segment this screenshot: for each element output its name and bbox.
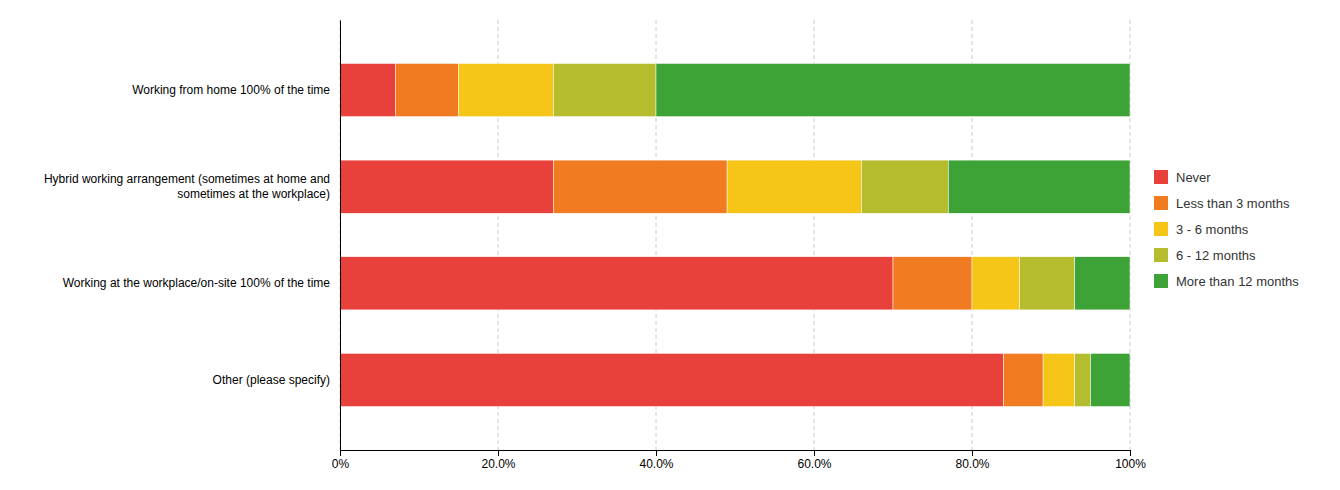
tick-label: 60.0%	[797, 457, 831, 471]
bar	[656, 63, 1130, 116]
tick: 0%	[332, 450, 350, 471]
tick: Hybrid working arrangement (sometimes at…	[44, 172, 340, 200]
tick-label: 40.0%	[639, 457, 673, 471]
legend-item: Less than 3 months	[1154, 196, 1290, 211]
legend-swatch	[1154, 274, 1168, 288]
bar	[1043, 353, 1075, 406]
grid-line	[340, 20, 341, 450]
y-axis: Working from home 100% of the time Hybrid…	[44, 21, 341, 451]
legend-swatch	[1154, 196, 1168, 210]
bar	[1075, 257, 1130, 310]
bar	[1075, 353, 1091, 406]
legend-swatch	[1154, 248, 1168, 262]
bar	[727, 160, 861, 213]
tick: 80.0%	[955, 450, 989, 471]
bar	[972, 257, 1019, 310]
grid	[340, 20, 1130, 450]
x-axis: 0% 20.0% 40.0% 60.0% 80.0% 100%	[332, 450, 1146, 471]
legend-swatch	[1154, 222, 1168, 236]
legend-item: More than 12 months	[1154, 274, 1299, 289]
bar	[1091, 353, 1131, 406]
legend-label: Never	[1176, 170, 1211, 185]
bar	[340, 63, 395, 116]
tick-label: 20.0%	[481, 457, 515, 471]
legend-item: 6 - 12 months	[1154, 248, 1256, 263]
tick-label: 80.0%	[955, 457, 989, 471]
tick-label-line: sometimes at the workplace)	[177, 187, 330, 201]
bar	[893, 257, 972, 310]
legend: Never Less than 3 months 3 - 6 months 6 - 1…	[1154, 170, 1299, 289]
bar	[948, 160, 1130, 213]
bar	[861, 160, 948, 213]
axis-line	[341, 451, 1131, 457]
bar	[459, 63, 554, 116]
bar	[340, 160, 553, 213]
tick-label: Working from home 100% of the time	[132, 83, 330, 97]
tick-mark	[498, 450, 499, 456]
bars	[340, 63, 1130, 406]
tick-mark	[656, 450, 657, 456]
tick: Working at the workplace/on-site 100% of…	[63, 276, 340, 290]
tick-label: 100%	[1115, 457, 1146, 471]
legend-item: Never	[1154, 170, 1211, 185]
tick-label: Working at the workplace/on-site 100% of…	[63, 276, 331, 290]
tick: 40.0%	[639, 450, 673, 471]
tick: Other (please specify)	[213, 373, 340, 387]
chart: 0% 20.0% 40.0% 60.0% 80.0% 100% Working from h…	[0, 0, 1340, 490]
legend-label: More than 12 months	[1176, 274, 1299, 289]
tick-label-line: Hybrid working arrangement (sometimes at…	[44, 172, 330, 186]
tick-label: 0%	[332, 457, 350, 471]
axis-line	[340, 21, 341, 451]
tick-label: Other (please specify)	[213, 373, 330, 387]
tick-mark	[340, 450, 341, 456]
tick: 20.0%	[481, 450, 515, 471]
tick-label: Hybrid working arrangement (sometimes at…	[44, 172, 330, 200]
bar	[553, 63, 656, 116]
tick-mark	[972, 450, 973, 456]
tick-mark	[814, 450, 815, 456]
bar	[340, 353, 1004, 406]
bar	[395, 63, 458, 116]
tick-mark	[1130, 450, 1131, 456]
legend-label: 6 - 12 months	[1176, 248, 1256, 263]
tick: 60.0%	[797, 450, 831, 471]
bar	[1019, 257, 1074, 310]
legend-label: 3 - 6 months	[1176, 222, 1249, 237]
bar	[553, 160, 727, 213]
bar	[1004, 353, 1044, 406]
legend-swatch	[1154, 170, 1168, 184]
tick: Working from home 100% of the time	[132, 83, 340, 97]
bar	[340, 257, 893, 310]
legend-label: Less than 3 months	[1176, 196, 1290, 211]
tick: 100%	[1115, 450, 1146, 471]
legend-item: 3 - 6 months	[1154, 222, 1249, 237]
series	[656, 63, 1130, 406]
plot-area: 0% 20.0% 40.0% 60.0% 80.0% 100% Working from h…	[44, 20, 1146, 471]
